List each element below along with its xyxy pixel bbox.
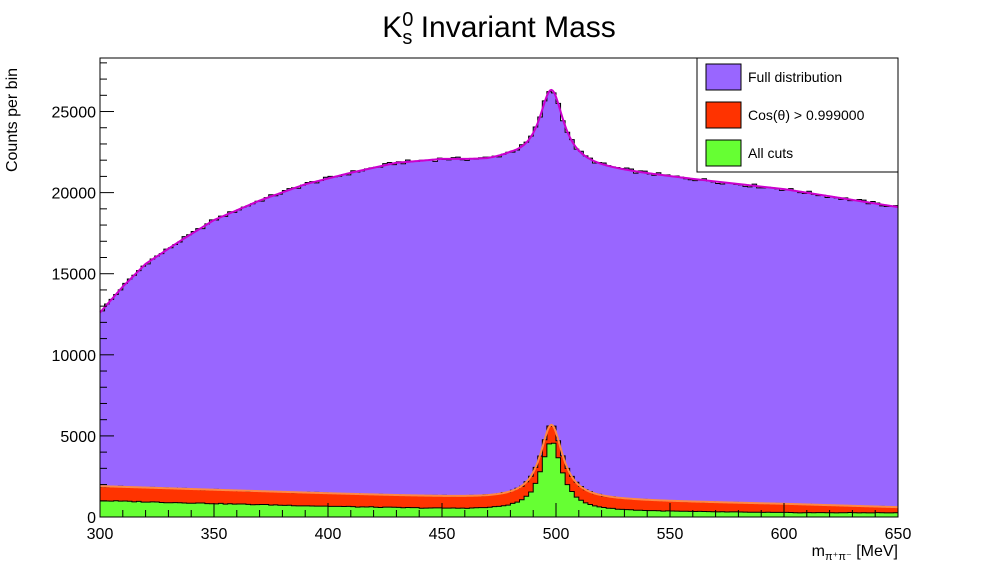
x-tick-label: 300 [87, 526, 114, 543]
y-tick-label: 0 [87, 510, 96, 527]
x-tick-label: 550 [657, 526, 684, 543]
plot-area [99, 57, 899, 518]
legend-label-1: Cos(θ) > 0.999000 [748, 107, 865, 123]
x-tick-label: 350 [201, 526, 228, 543]
xlabel-unit: [MeV] [852, 543, 898, 560]
legend-label-0: Full distribution [748, 69, 842, 85]
legend-label-2: All cuts [748, 145, 793, 161]
y-tick-label: 5000 [60, 429, 96, 446]
title-sup: 0 [402, 9, 413, 31]
x-tick-label: 500 [543, 526, 570, 543]
x-tick-label: 650 [885, 526, 912, 543]
title-sub: s [402, 27, 412, 49]
y-tick-label: 10000 [52, 348, 97, 365]
y-axis: 0 5000 10000 15000 20000 25000 [52, 62, 114, 527]
title-rest: Invariant Mass [412, 11, 615, 44]
xlabel-sub: π⁺π⁻ [825, 551, 852, 563]
series-0 [99, 88, 899, 518]
x-tick-label: 600 [771, 526, 798, 543]
legend: Full distribution Cos(θ) > 0.999000 All cu… [696, 57, 899, 173]
fit-curve-0 [99, 88, 899, 314]
legend-swatch-2 [705, 139, 742, 167]
series-2 [100, 442, 898, 517]
hist-outline-2 [100, 442, 898, 514]
y-tick-label: 15000 [52, 267, 97, 284]
xlabel-main: m [812, 543, 825, 560]
series-1 [99, 423, 899, 517]
y-axis-label: Counts per bin [4, 68, 21, 172]
plot-frame [99, 57, 899, 518]
y-tick-label: 25000 [52, 105, 97, 122]
x-axis: 300 350 400 450 500 550 600 650 [87, 503, 912, 543]
x-axis-label: mπ⁺π⁻ [MeV] [812, 543, 898, 563]
fit-curve-1 [99, 423, 899, 509]
legend-swatch-0 [705, 63, 742, 91]
hist-fill-1 [100, 426, 898, 517]
title-main: K [382, 11, 402, 44]
hist-fill-0 [100, 91, 898, 518]
x-tick-label: 400 [315, 526, 342, 543]
chart-title: K0 s Invariant Mass [382, 9, 616, 49]
y-tick-label: 20000 [52, 186, 97, 203]
legend-swatch-1 [705, 101, 742, 129]
hist-fill-2 [100, 443, 898, 517]
x-tick-label: 450 [429, 526, 456, 543]
